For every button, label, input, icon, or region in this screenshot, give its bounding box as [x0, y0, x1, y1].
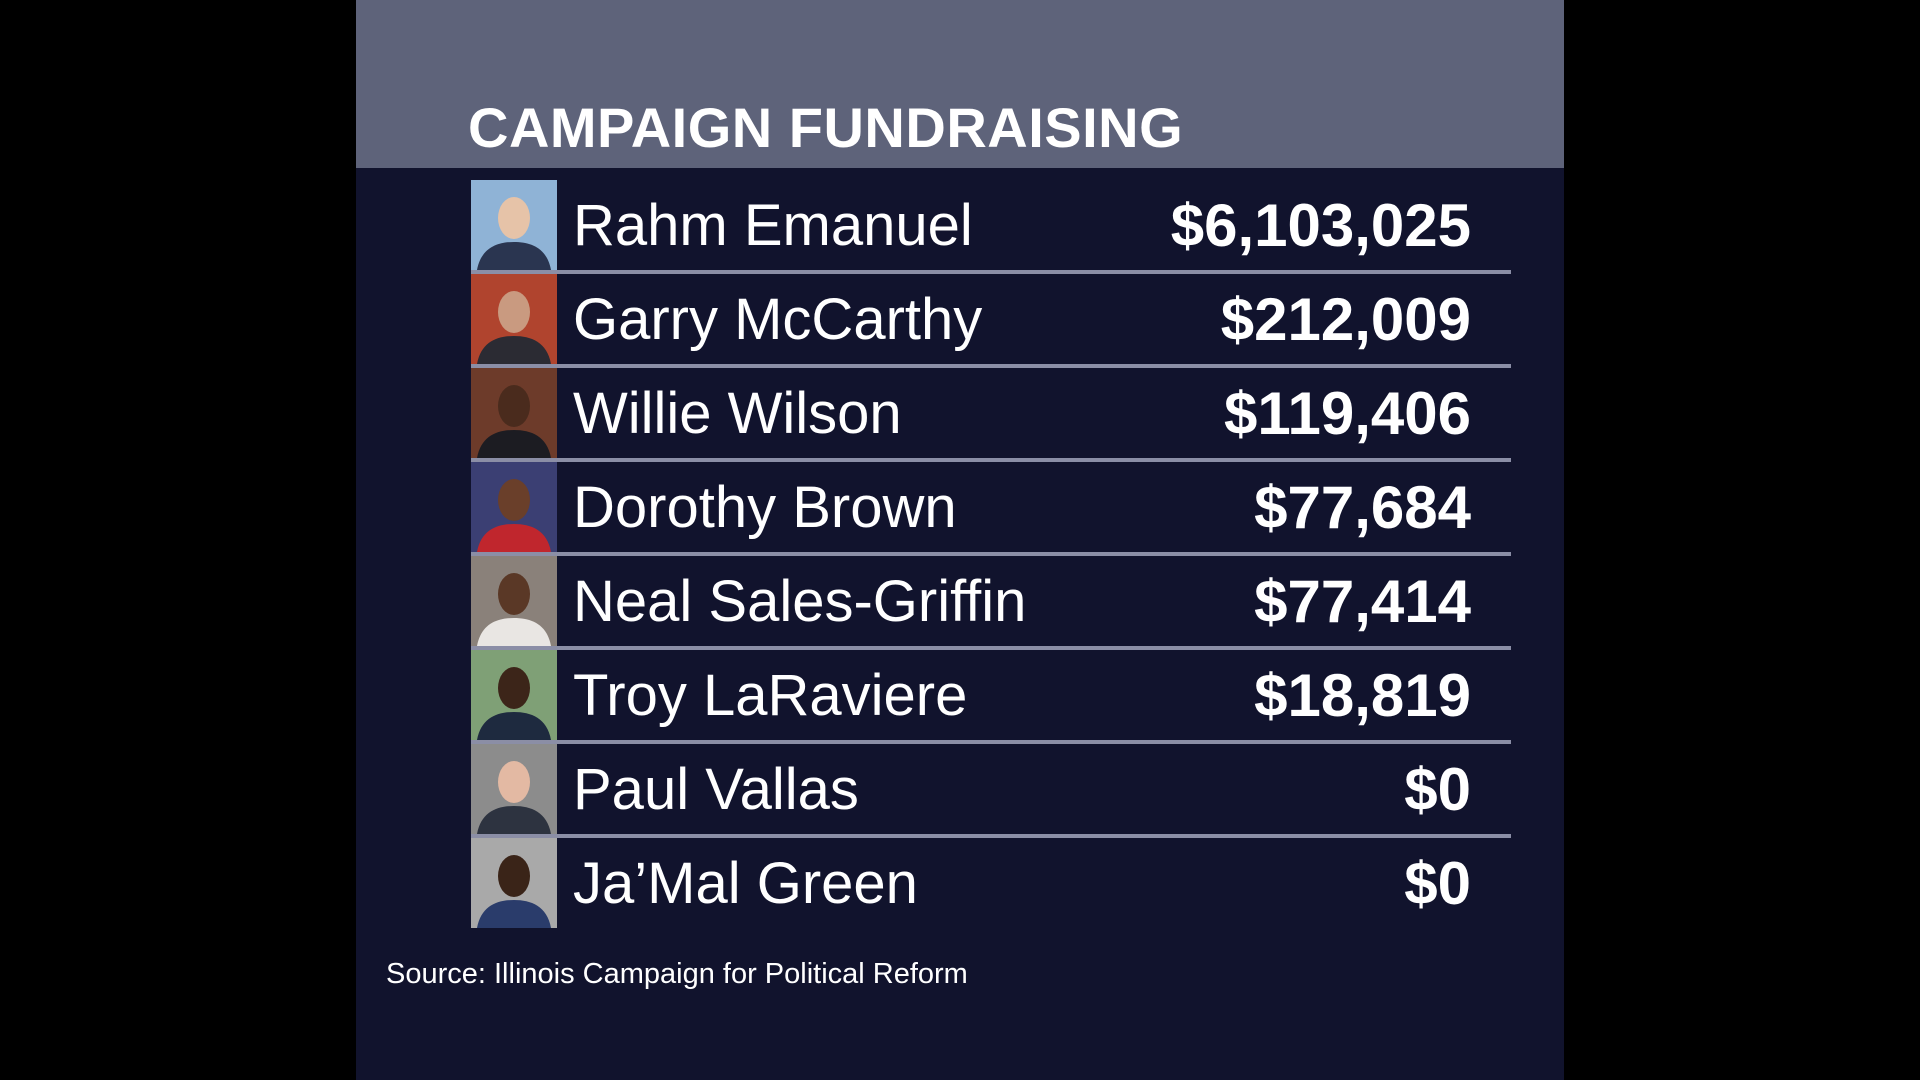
candidate-name: Paul Vallas: [573, 757, 859, 822]
candidate-photo: [471, 838, 557, 928]
candidate-photo: [471, 180, 557, 270]
portrait-shoulders: [477, 900, 551, 928]
table-row: Paul Vallas $0: [471, 744, 1511, 838]
fundraising-amount: $0: [1404, 850, 1471, 917]
table-row: Willie Wilson $119,406: [471, 368, 1511, 462]
portrait-image: [471, 556, 557, 646]
fundraising-amount: $119,406: [1224, 380, 1471, 447]
portrait-image: [471, 838, 557, 928]
portrait-shoulders: [477, 806, 551, 834]
fundraising-table: Rahm Emanuel $6,103,025 Garry McCarthy $212…: [471, 180, 1511, 932]
portrait-head: [498, 667, 530, 709]
table-row: Dorothy Brown $77,684: [471, 462, 1511, 556]
candidate-name: Garry McCarthy: [573, 287, 983, 352]
portrait-image: [471, 650, 557, 740]
portrait-image: [471, 274, 557, 364]
fundraising-amount: $77,414: [1254, 568, 1471, 635]
candidate-photo: [471, 368, 557, 458]
fundraising-amount: $6,103,025: [1170, 192, 1471, 259]
fundraising-amount: $212,009: [1220, 286, 1471, 353]
portrait-head: [498, 855, 530, 897]
portrait-head: [498, 385, 530, 427]
fundraising-amount: $18,819: [1254, 662, 1471, 729]
chart-title: CAMPAIGN FUNDRAISING: [468, 96, 1184, 159]
graphic-panel: CAMPAIGN FUNDRAISING Rahm Emanuel $6,103,…: [356, 0, 1564, 1080]
portrait-shoulders: [477, 712, 551, 740]
candidate-photo: [471, 650, 557, 740]
source-note: Source: Illinois Campaign for Political …: [386, 958, 968, 990]
portrait-shoulders: [477, 430, 551, 458]
portrait-head: [498, 197, 530, 239]
table-row: Troy LaRaviere $18,819: [471, 650, 1511, 744]
candidate-photo: [471, 744, 557, 834]
portrait-head: [498, 761, 530, 803]
portrait-head: [498, 479, 530, 521]
table-row: Garry McCarthy $212,009: [471, 274, 1511, 368]
portrait-head: [498, 573, 530, 615]
candidate-photo: [471, 274, 557, 364]
candidate-name: Dorothy Brown: [573, 475, 957, 540]
portrait-shoulders: [477, 524, 551, 552]
portrait-shoulders: [477, 242, 551, 270]
candidate-photo: [471, 556, 557, 646]
candidate-photo: [471, 462, 557, 552]
portrait-shoulders: [477, 618, 551, 646]
candidate-name: Neal Sales-Griffin: [573, 569, 1027, 634]
candidate-name: Rahm Emanuel: [573, 193, 973, 258]
fundraising-amount: $0: [1404, 756, 1471, 823]
fundraising-amount: $77,684: [1254, 474, 1471, 541]
portrait-shoulders: [477, 336, 551, 364]
candidate-name: Troy LaRaviere: [573, 663, 968, 728]
portrait-image: [471, 368, 557, 458]
portrait-image: [471, 180, 557, 270]
candidate-name: Ja’Mal Green: [573, 851, 918, 916]
header-band: [356, 0, 1564, 168]
portrait-image: [471, 744, 557, 834]
portrait-image: [471, 462, 557, 552]
portrait-head: [498, 291, 530, 333]
table-row: Neal Sales-Griffin $77,414: [471, 556, 1511, 650]
candidate-name: Willie Wilson: [573, 381, 902, 446]
table-row: Ja’Mal Green $0: [471, 838, 1511, 932]
table-row: Rahm Emanuel $6,103,025: [471, 180, 1511, 274]
